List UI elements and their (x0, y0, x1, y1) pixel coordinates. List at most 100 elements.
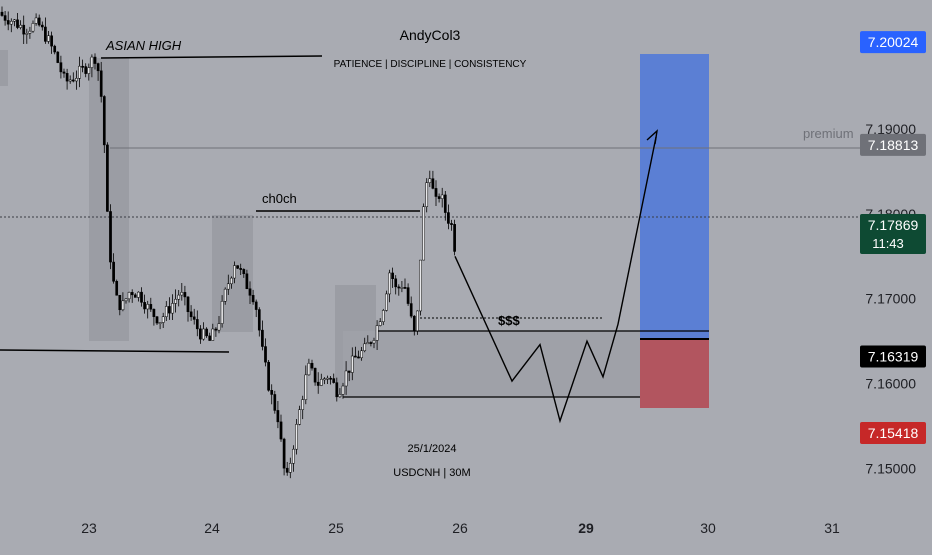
candle-body (428, 178, 432, 183)
demand-zone (343, 331, 640, 397)
candle-body (127, 292, 131, 300)
candle-body (211, 328, 215, 341)
price-tag-text: 7.20024 (868, 34, 919, 50)
candle-body (22, 24, 26, 35)
candle-body (143, 302, 146, 310)
candle-body (87, 67, 91, 74)
symbol-label: USDCNH | 30M (393, 467, 470, 479)
premium-label: premium (803, 126, 854, 141)
countdown-text: 11:43 (872, 236, 904, 251)
candle-body (62, 71, 66, 74)
asian-session-box (89, 58, 129, 341)
candle-body (385, 293, 388, 311)
price-tags: 7.20024 7.18813 7.17869 11:43 7.16319 7.15418 (860, 31, 926, 444)
date-label: 25/1/2024 (408, 443, 457, 455)
candle-body (369, 342, 373, 344)
candles (0, 6, 456, 479)
candle-body (394, 278, 398, 288)
candle-body (205, 328, 208, 337)
candle-body (28, 30, 32, 34)
candle-body (378, 321, 382, 326)
candle-body (189, 311, 193, 318)
candle-body (149, 304, 153, 310)
candle-body (316, 381, 320, 386)
candle-body (279, 421, 283, 440)
candle-body (304, 374, 308, 400)
candle-body (115, 281, 119, 296)
x-tick-label: 23 (81, 520, 97, 536)
candle-body (71, 79, 75, 82)
candle-body (425, 182, 429, 207)
candle-body (230, 277, 233, 285)
candle-body (102, 96, 106, 146)
y-tick-label: 7.16000 (865, 376, 916, 392)
candle-body (223, 288, 227, 302)
price-tag-stop (860, 422, 926, 444)
candle-body (354, 355, 357, 358)
candle-body (335, 382, 339, 398)
candle-body (388, 272, 391, 295)
target-zone (640, 54, 709, 340)
candle-body (332, 378, 336, 383)
candle-body (301, 399, 305, 410)
candle-body (155, 316, 159, 324)
candle-body (285, 467, 289, 473)
candle-body (93, 56, 97, 64)
candle-body (326, 377, 329, 380)
candle-body (195, 319, 199, 330)
price-tag-premium (860, 133, 926, 156)
candle-body (366, 342, 370, 345)
candle-body (121, 300, 125, 311)
candle-body (59, 62, 63, 73)
price-tag-text: 7.15418 (868, 425, 919, 441)
candle-body (226, 283, 230, 290)
candle-body (90, 56, 94, 68)
candle-body (254, 301, 258, 310)
candle-body (233, 265, 236, 279)
candle-body (78, 65, 81, 79)
candle-body (112, 261, 115, 282)
candle-body (270, 390, 274, 395)
price-tag-text: 7.18813 (868, 137, 919, 153)
candle-body (416, 310, 419, 332)
candle-body (406, 287, 410, 304)
candle-body (161, 316, 165, 323)
candle-body (292, 448, 295, 464)
candle-body (152, 308, 156, 317)
candle-body (192, 316, 196, 320)
candle-body (31, 23, 35, 32)
candle-body (400, 287, 404, 289)
candle-body (50, 35, 53, 47)
tagline-label: PATIENCE | DISCIPLINE | CONSISTENCY (334, 59, 527, 70)
candle-body (403, 287, 407, 289)
x-tick-label: 30 (700, 520, 716, 536)
candle-body (37, 17, 41, 26)
candle-body (313, 367, 317, 383)
candle-body (208, 335, 212, 341)
candle-body (245, 273, 249, 289)
y-tick-label: 7.17000 (865, 291, 916, 307)
candle-body (53, 45, 57, 53)
candle-body (164, 306, 168, 317)
candle-body (118, 294, 122, 311)
candle-body (168, 306, 171, 314)
candle-body (56, 51, 60, 63)
candle-body (276, 410, 280, 423)
price-tag-last-price (860, 214, 926, 254)
candle-body (338, 394, 342, 398)
candle-body (171, 303, 174, 314)
candle-body (202, 328, 205, 340)
x-axis[interactable]: 23 24 25 26 29 30 31 (81, 520, 840, 536)
candle-body (437, 196, 441, 199)
candle-body (273, 394, 277, 411)
candle-body (264, 346, 267, 363)
candle-body (453, 224, 456, 252)
candle-body (183, 292, 187, 298)
price-tag-target (860, 31, 926, 54)
candle-body (133, 294, 137, 298)
projection-path (454, 136, 657, 424)
candle-body (363, 343, 367, 352)
candle-body (137, 291, 140, 298)
